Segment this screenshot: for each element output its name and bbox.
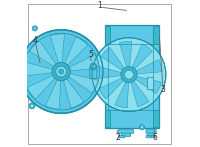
FancyBboxPatch shape [151, 135, 155, 138]
Circle shape [121, 67, 137, 83]
Wedge shape [45, 80, 61, 109]
Wedge shape [136, 60, 162, 74]
Bar [153, 110, 159, 127]
Text: 5: 5 [88, 50, 93, 59]
Bar [147, 77, 153, 89]
Wedge shape [27, 75, 55, 99]
Wedge shape [69, 55, 99, 71]
Wedge shape [96, 66, 121, 79]
Circle shape [19, 30, 103, 113]
Circle shape [59, 69, 64, 74]
FancyBboxPatch shape [146, 135, 150, 138]
Circle shape [139, 125, 145, 130]
Wedge shape [101, 47, 124, 70]
Bar [153, 26, 159, 44]
FancyBboxPatch shape [118, 130, 134, 133]
Circle shape [52, 62, 70, 81]
Wedge shape [131, 81, 149, 107]
Text: 1: 1 [98, 1, 102, 10]
FancyArrow shape [93, 67, 104, 73]
Circle shape [90, 63, 97, 70]
Bar [105, 110, 110, 127]
Wedge shape [24, 62, 52, 76]
Circle shape [92, 65, 95, 68]
Text: 6: 6 [152, 133, 157, 142]
Circle shape [56, 66, 67, 77]
Circle shape [29, 103, 35, 109]
Wedge shape [132, 44, 152, 69]
Wedge shape [65, 37, 88, 65]
Circle shape [92, 38, 166, 112]
Circle shape [30, 104, 34, 107]
FancyBboxPatch shape [121, 133, 131, 136]
Circle shape [125, 70, 133, 79]
FancyBboxPatch shape [118, 135, 125, 138]
Wedge shape [136, 76, 161, 94]
Wedge shape [50, 34, 64, 63]
Wedge shape [69, 74, 98, 93]
Circle shape [141, 126, 143, 128]
FancyBboxPatch shape [147, 133, 154, 136]
FancyBboxPatch shape [146, 129, 156, 133]
Bar [105, 26, 110, 44]
Circle shape [34, 27, 36, 30]
Circle shape [32, 26, 37, 31]
Wedge shape [99, 78, 123, 99]
Wedge shape [64, 79, 84, 108]
Text: 4: 4 [32, 36, 37, 45]
Wedge shape [115, 82, 129, 108]
FancyBboxPatch shape [90, 67, 97, 79]
Wedge shape [30, 41, 56, 67]
Text: 3: 3 [161, 85, 165, 94]
Text: 2: 2 [115, 133, 120, 142]
Bar [105, 25, 159, 128]
Wedge shape [119, 41, 132, 67]
